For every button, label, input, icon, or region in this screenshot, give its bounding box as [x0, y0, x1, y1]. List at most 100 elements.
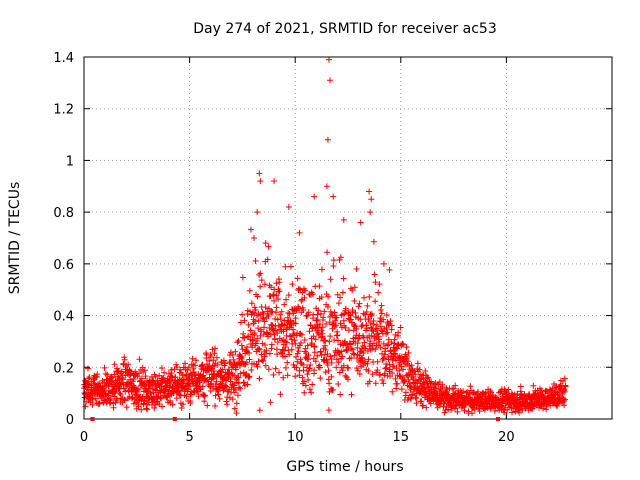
- data-point: [363, 322, 370, 329]
- y-tick-label: 0: [66, 413, 74, 428]
- data-point: [356, 371, 363, 378]
- data-point: [287, 321, 294, 328]
- data-point: [373, 335, 380, 342]
- data-point: [116, 390, 123, 397]
- data-point: [289, 281, 296, 288]
- data-point: [292, 315, 299, 322]
- data-point: [266, 350, 273, 357]
- data-point: [318, 266, 325, 273]
- data-point: [188, 361, 195, 368]
- data-point: [370, 318, 377, 325]
- data-point: [377, 306, 384, 313]
- data-point: [463, 390, 470, 397]
- data-point: [356, 300, 363, 307]
- data-point: [235, 359, 242, 366]
- data-point: [357, 316, 364, 323]
- data-point: [295, 285, 302, 292]
- data-point: [360, 350, 367, 357]
- data-point: [327, 353, 334, 360]
- data-point: [323, 321, 330, 328]
- data-point: [330, 257, 337, 264]
- y-tick-label: 0.2: [53, 361, 74, 376]
- data-point: [241, 382, 248, 389]
- data-point: [285, 347, 292, 354]
- data-point: [368, 310, 375, 317]
- data-point: [383, 364, 390, 371]
- data-point: [134, 373, 141, 380]
- baseline-marker: [172, 417, 177, 421]
- data-point: [349, 287, 356, 294]
- data-point: [371, 271, 378, 278]
- data-point: [204, 378, 211, 385]
- data-point: [392, 375, 399, 382]
- data-point: [121, 385, 128, 392]
- data-point: [219, 366, 226, 373]
- data-point: [252, 340, 259, 347]
- data-point: [441, 409, 448, 416]
- data-point: [104, 371, 111, 378]
- data-point: [326, 319, 333, 326]
- data-point: [281, 317, 288, 324]
- data-point: [245, 374, 252, 381]
- data-point: [359, 354, 366, 361]
- data-point: [351, 284, 358, 291]
- data-point: [271, 336, 278, 343]
- data-point: [267, 330, 274, 337]
- data-point: [364, 302, 371, 309]
- data-point: [452, 405, 459, 412]
- data-point: [283, 339, 290, 346]
- data-point: [126, 367, 133, 374]
- data-point: [213, 378, 220, 385]
- data-point: [299, 374, 306, 381]
- y-tick-label: 1.2: [53, 103, 74, 118]
- data-point: [354, 340, 361, 347]
- data-point: [247, 308, 254, 315]
- data-point: [361, 339, 368, 346]
- data-point: [474, 388, 481, 395]
- data-point: [295, 348, 302, 355]
- data-point: [230, 356, 237, 363]
- data-point: [158, 365, 165, 372]
- data-point: [183, 393, 190, 400]
- data-point: [278, 321, 285, 328]
- data-point: [136, 370, 143, 377]
- data-point: [302, 382, 309, 389]
- data-point: [397, 324, 404, 331]
- data-point: [286, 351, 293, 358]
- data-point: [549, 385, 556, 392]
- data-point: [243, 359, 250, 366]
- data-point: [121, 397, 128, 404]
- data-point: [251, 235, 258, 241]
- data-point: [294, 330, 301, 337]
- data-point: [337, 320, 344, 327]
- data-point: [315, 307, 322, 314]
- data-point: [381, 351, 388, 358]
- data-point: [442, 407, 449, 414]
- data-point: [102, 370, 109, 377]
- y-axis-label: SRMTID / TECUs: [7, 182, 23, 295]
- data-point: [276, 288, 283, 295]
- data-point: [344, 376, 351, 383]
- data-point: [326, 338, 333, 345]
- data-point: [187, 400, 194, 407]
- data-point: [258, 351, 265, 358]
- data-point: [372, 279, 379, 286]
- data-point: [220, 357, 227, 364]
- data-point: [201, 392, 208, 399]
- data-point: [414, 360, 421, 367]
- data-point: [305, 376, 312, 383]
- data-point: [418, 398, 425, 405]
- data-point: [329, 386, 336, 393]
- data-point: [138, 406, 145, 413]
- data-point: [248, 300, 255, 307]
- data-point: [353, 266, 360, 273]
- data-point: [318, 294, 325, 301]
- data-point: [364, 348, 371, 355]
- data-point: [234, 339, 241, 346]
- data-point: [144, 406, 151, 413]
- data-point: [349, 307, 356, 314]
- data-point: [297, 330, 304, 337]
- data-point: [561, 402, 568, 409]
- data-point: [300, 361, 307, 368]
- data-point: [159, 403, 166, 410]
